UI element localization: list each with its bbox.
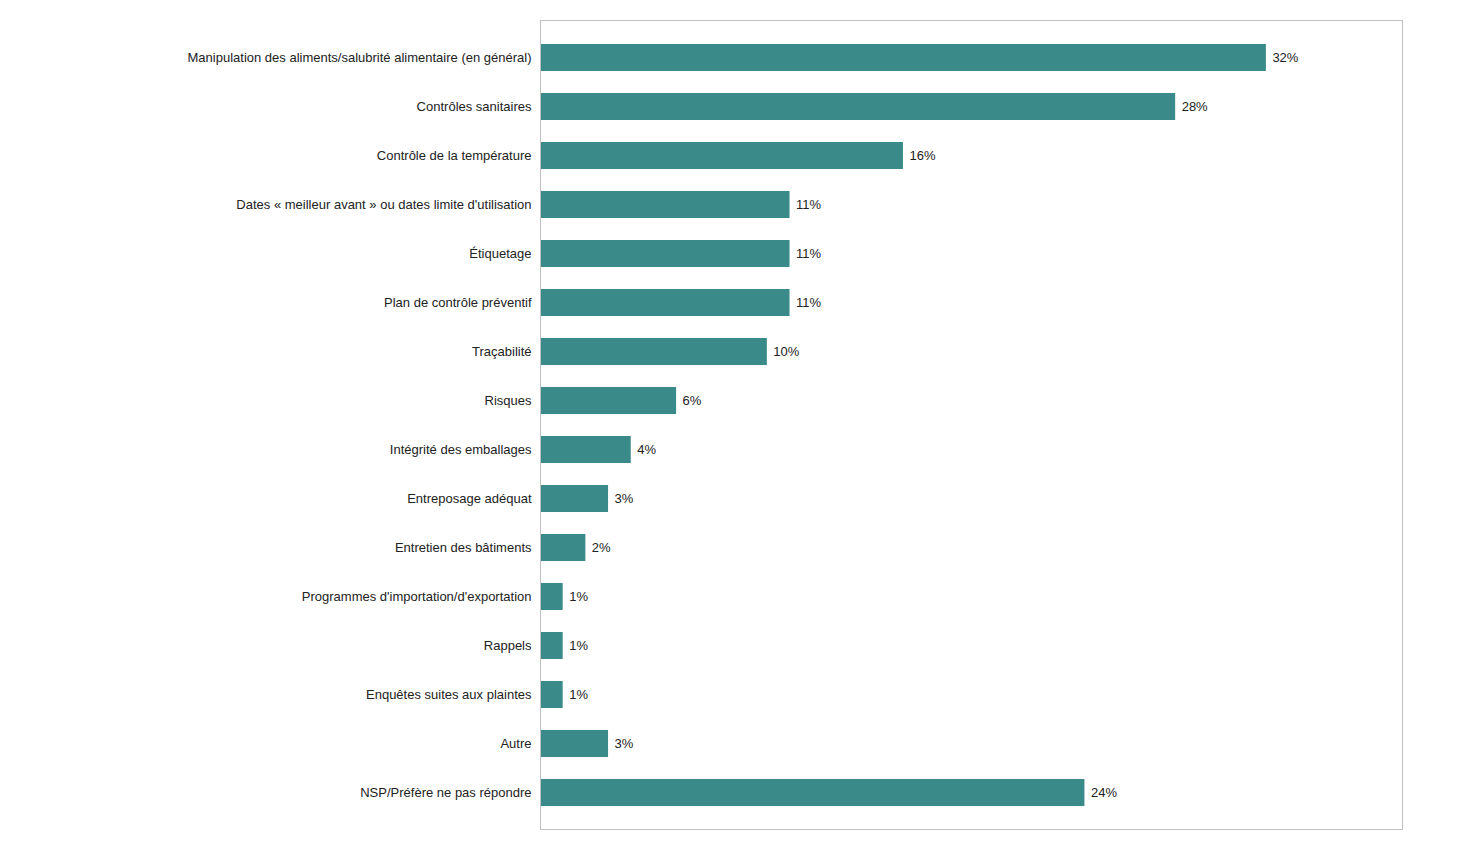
svg-text:11%: 11%: [796, 295, 821, 310]
svg-text:28%: 28%: [1182, 99, 1208, 114]
svg-text:Programmes d'importation/d'exp: Programmes d'importation/d'exportation: [302, 589, 532, 604]
svg-text:10%: 10%: [773, 344, 799, 359]
svg-text:32%: 32%: [1272, 50, 1298, 65]
svg-text:Entreposage adéquat: Entreposage adéquat: [407, 491, 532, 506]
svg-text:3%: 3%: [615, 491, 634, 506]
svg-text:4%: 4%: [637, 442, 656, 457]
svg-text:11%: 11%: [796, 197, 821, 212]
svg-text:3%: 3%: [615, 736, 634, 751]
svg-text:11%: 11%: [796, 246, 821, 261]
svg-text:NSP/Préfère ne pas répondre: NSP/Préfère ne pas répondre: [360, 785, 531, 800]
svg-text:Rappels: Rappels: [484, 638, 532, 653]
svg-text:Risques: Risques: [485, 393, 532, 408]
svg-text:Entretien des bâtiments: Entretien des bâtiments: [395, 540, 532, 555]
svg-text:Contrôles sanitaires: Contrôles sanitaires: [417, 99, 532, 114]
svg-text:Contrôle de la température: Contrôle de la température: [377, 148, 532, 163]
svg-text:1%: 1%: [569, 638, 588, 653]
svg-text:1%: 1%: [569, 589, 588, 604]
svg-text:Autre: Autre: [500, 736, 531, 751]
svg-text:Traçabilité: Traçabilité: [472, 344, 531, 359]
svg-text:Manipulation des aliments/salu: Manipulation des aliments/salubrité alim…: [188, 50, 532, 65]
svg-text:Enquêtes suites aux plaintes: Enquêtes suites aux plaintes: [366, 687, 532, 702]
svg-text:1%: 1%: [569, 687, 588, 702]
svg-text:24%: 24%: [1091, 785, 1117, 800]
svg-text:6%: 6%: [683, 393, 702, 408]
svg-text:16%: 16%: [909, 148, 935, 163]
svg-text:Étiquetage: Étiquetage: [469, 246, 531, 261]
svg-text:Plan de contrôle préventif: Plan de contrôle préventif: [384, 295, 532, 310]
svg-text:2%: 2%: [592, 540, 611, 555]
svg-text:Dates « meilleur avant » ou da: Dates « meilleur avant » ou dates limite…: [236, 197, 531, 212]
svg-text:Intégrité des emballages: Intégrité des emballages: [390, 442, 532, 457]
